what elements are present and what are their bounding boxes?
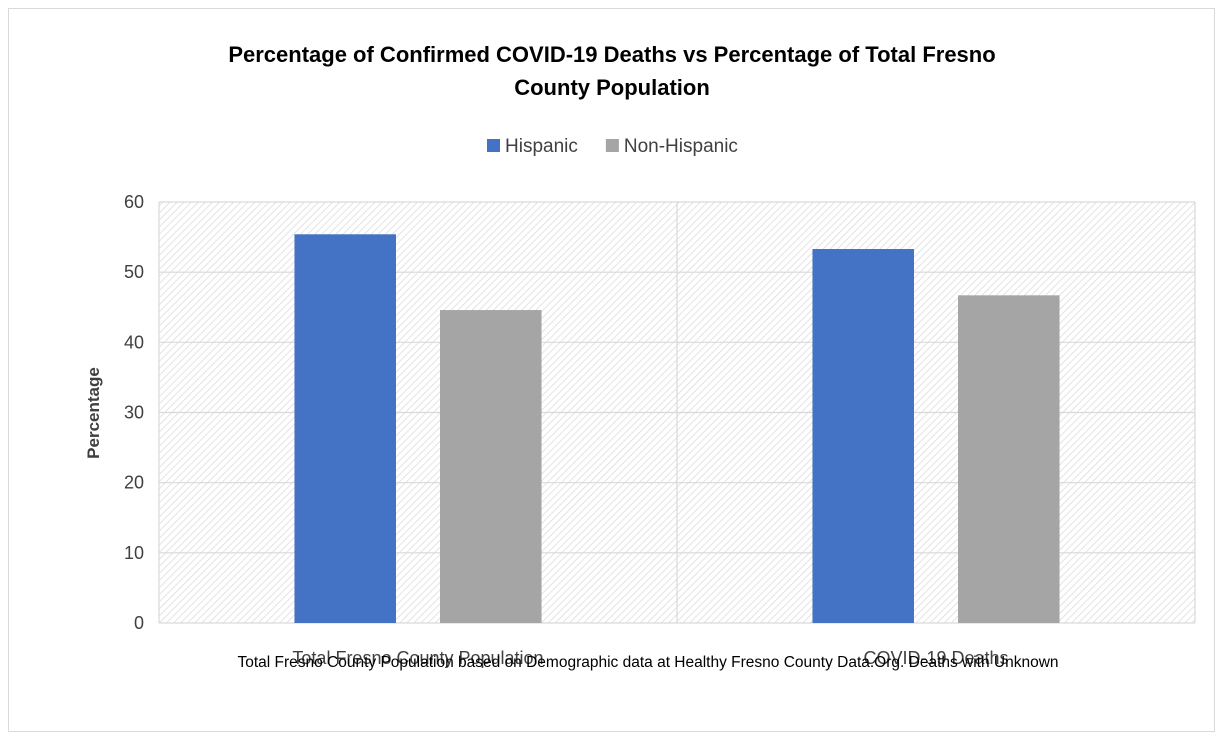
x-axis-categories: Total Fresno County Population COVID-19 D… (292, 648, 1008, 668)
legend: Hispanic Non-Hispanic (487, 136, 738, 157)
bar-hispanic-0 (294, 234, 396, 623)
y-tick-label-40: 40 (124, 332, 144, 352)
legend-label-hispanic: Hispanic (505, 136, 578, 157)
y-tick-label-0: 0 (134, 613, 144, 633)
legend-label-non-hispanic: Non-Hispanic (624, 136, 738, 157)
x-category-label-1: COVID-19 Deaths (863, 648, 1008, 668)
bars (294, 234, 1060, 624)
bar-non-hispanic-0 (440, 310, 542, 623)
chart-title-line-2: County Population (514, 75, 710, 100)
y-tick-label-60: 60 (124, 192, 144, 212)
bar-chart: Percentage of Confirmed COVID-19 Deaths … (84, 42, 1196, 671)
y-tick-label-30: 30 (124, 403, 144, 423)
footnote: Total Fresno County Population based on … (237, 654, 1058, 671)
y-axis-ticks: 0 10 20 30 40 50 60 (124, 192, 144, 633)
x-category-label-0: Total Fresno County Population (292, 648, 543, 668)
y-tick-label-50: 50 (124, 262, 144, 282)
y-tick-label-20: 20 (124, 473, 144, 493)
chart-title-line-1: Percentage of Confirmed COVID-19 Deaths … (228, 42, 995, 67)
legend-swatch-non-hispanic (605, 139, 619, 152)
y-axis-label: Percentage (84, 367, 103, 459)
bar-non-hispanic-1 (958, 295, 1060, 623)
y-tick-label-10: 10 (124, 543, 144, 563)
legend-swatch-hispanic (487, 139, 500, 152)
chart-frame: Percentage of Confirmed COVID-19 Deaths … (8, 8, 1215, 732)
bar-hispanic-1 (812, 249, 914, 624)
